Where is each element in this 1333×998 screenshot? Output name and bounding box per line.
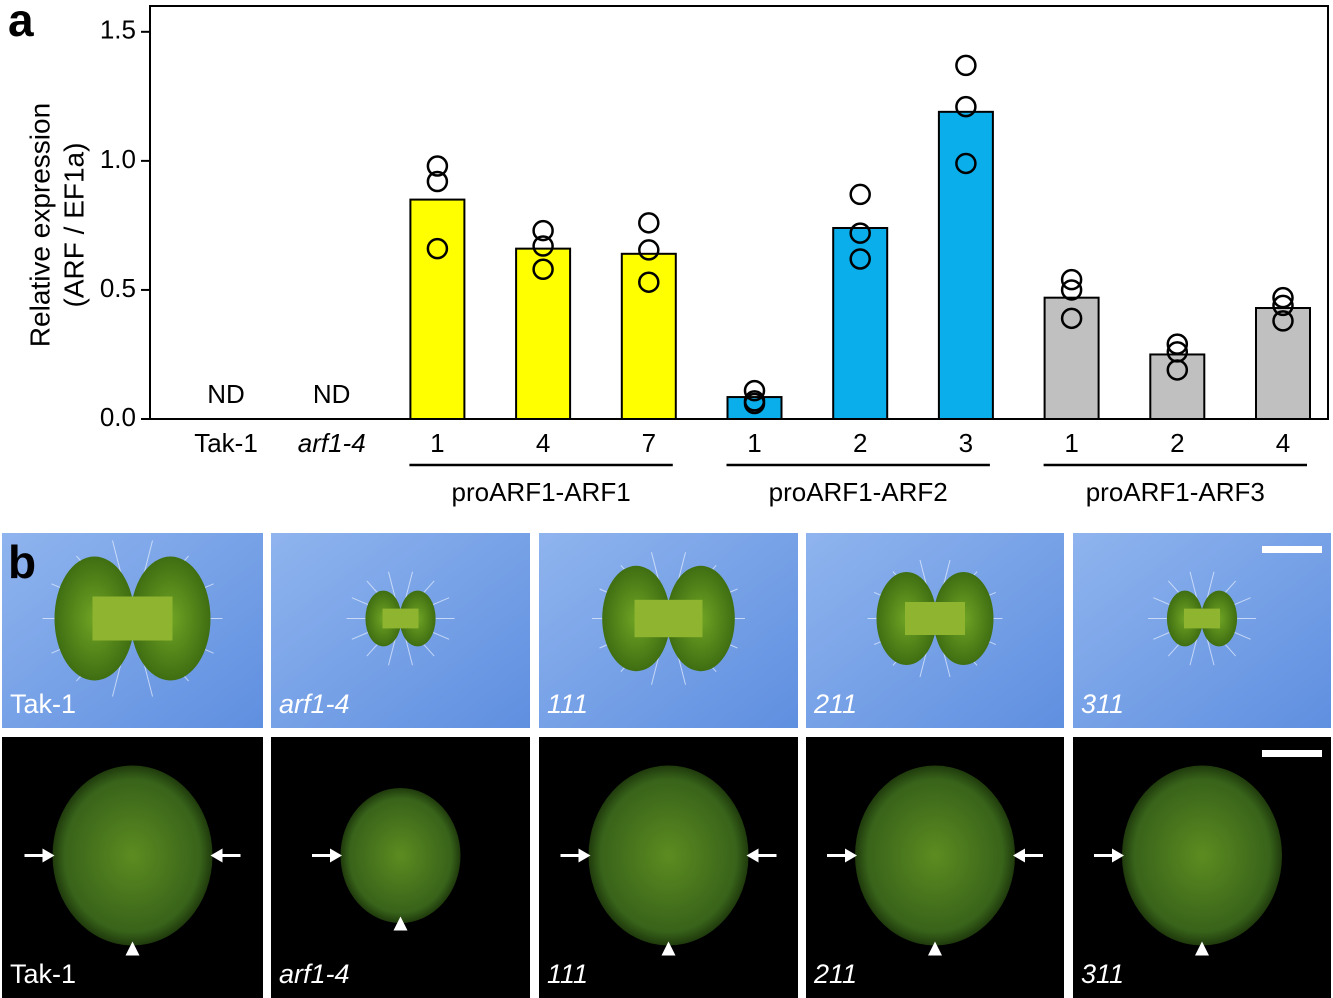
data-point	[1272, 286, 1294, 309]
data-point	[532, 235, 554, 257]
y-tick-label: 0.5	[100, 273, 136, 303]
photo-label: Tak-1	[10, 959, 76, 989]
y-tick-label: 1.5	[100, 15, 136, 45]
photo	[271, 533, 530, 728]
photo	[1073, 533, 1331, 728]
x-tick-label: arf1-4	[298, 428, 366, 458]
x-tick-label: 1	[1064, 428, 1078, 458]
data-point	[955, 95, 977, 118]
x-tick-label: Tak-1	[194, 428, 258, 458]
bar	[1149, 353, 1206, 420]
photo-label: arf1-4	[279, 689, 350, 719]
scale-bar	[1262, 546, 1322, 553]
arrow-head	[210, 848, 223, 863]
gemma	[1122, 765, 1282, 946]
x-tick-label: 2	[853, 428, 867, 458]
data-point	[532, 219, 554, 242]
gemma	[588, 765, 749, 946]
bar	[726, 396, 783, 421]
y-tick-label: 0.0	[100, 402, 136, 432]
value-label: ND	[207, 379, 245, 409]
photo-label: 311	[1081, 689, 1124, 719]
panel-label: c	[8, 738, 34, 790]
y-axis-label: Relative expression	[24, 103, 55, 347]
data-point	[426, 170, 449, 193]
arrow-head	[845, 848, 857, 863]
thallus	[382, 608, 419, 629]
group-label: proARF1-ARF1	[452, 477, 631, 507]
data-point	[955, 152, 977, 175]
data-point	[1272, 310, 1294, 332]
thallus	[92, 596, 173, 641]
photo-label: 111	[547, 959, 588, 989]
gemma	[52, 765, 213, 946]
arrow-head	[330, 848, 342, 863]
thallus	[1184, 608, 1220, 629]
data-point	[638, 212, 660, 234]
data-point	[849, 183, 871, 206]
group-label: proARF1-ARF2	[769, 477, 948, 507]
gemma	[855, 765, 1015, 946]
arrowhead-marker	[1195, 941, 1209, 956]
data-point	[743, 392, 766, 415]
data-point	[1060, 279, 1083, 301]
arrow-head	[578, 848, 591, 863]
data-point	[955, 54, 977, 77]
data-point	[1166, 359, 1189, 381]
gemma	[340, 788, 461, 923]
data-point	[849, 248, 871, 270]
scale-bar	[1262, 750, 1322, 757]
bar	[1255, 307, 1311, 421]
arrowhead-marker	[661, 941, 676, 956]
data-point	[1272, 294, 1294, 317]
panel-label: a	[8, 0, 34, 46]
bar	[620, 252, 677, 420]
data-point	[1166, 333, 1189, 355]
y-tick-label: 1.0	[100, 144, 136, 174]
data-point	[638, 239, 660, 261]
x-tick-label: 3	[959, 428, 973, 458]
arrowhead-marker	[928, 941, 942, 956]
photo-label: 211	[813, 959, 857, 989]
photo-label: arf1-4	[279, 959, 350, 989]
thallus	[905, 602, 965, 635]
x-tick-label: 2	[1170, 428, 1184, 458]
arrow-head	[1112, 848, 1124, 863]
bar	[409, 198, 466, 420]
bar	[515, 247, 572, 420]
arrow-head	[42, 848, 55, 863]
photo-label: 211	[813, 689, 857, 719]
photo-label: 311	[1081, 959, 1124, 989]
photo-label: Tak-1	[10, 689, 76, 719]
thallus	[634, 599, 703, 638]
value-label: ND	[313, 379, 351, 409]
x-tick-label: 7	[642, 428, 656, 458]
arrow-head	[746, 848, 759, 863]
y-axis-label: (ARF / EF1a)	[58, 143, 89, 308]
arrow-head	[1013, 848, 1025, 863]
data-point	[1060, 307, 1083, 330]
x-tick-label: 1	[430, 428, 444, 458]
arrowhead-marker	[393, 916, 408, 931]
bar	[1043, 296, 1100, 420]
data-point	[426, 237, 449, 260]
x-tick-label: 1	[747, 428, 761, 458]
bar	[937, 110, 994, 421]
photo-label: 111	[547, 689, 588, 719]
data-point	[638, 271, 660, 293]
data-point	[849, 222, 871, 244]
x-tick-label: 4	[1276, 428, 1290, 458]
group-label: proARF1-ARF3	[1086, 477, 1265, 507]
x-tick-label: 4	[536, 428, 550, 458]
data-point	[743, 379, 766, 402]
data-point	[426, 155, 449, 177]
bar	[832, 226, 889, 420]
panel-label: b	[8, 536, 36, 588]
data-point	[532, 258, 554, 281]
data-point	[1060, 268, 1083, 291]
arrowhead-marker	[125, 941, 140, 956]
